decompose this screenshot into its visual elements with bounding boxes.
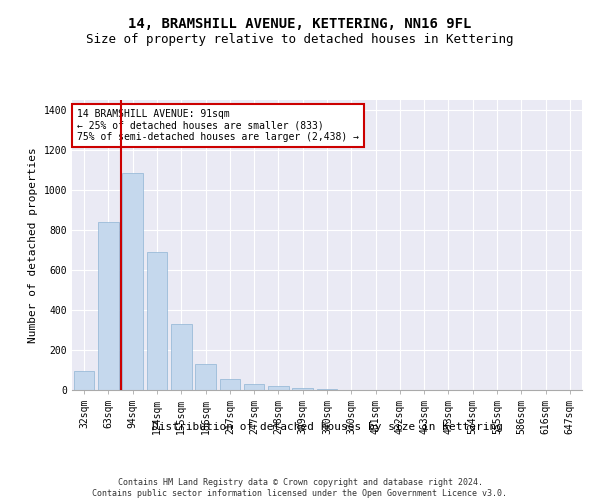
Text: 14 BRAMSHILL AVENUE: 91sqm
← 25% of detached houses are smaller (833)
75% of sem: 14 BRAMSHILL AVENUE: 91sqm ← 25% of deta…: [77, 108, 359, 142]
Bar: [122, 173, 143, 390]
Bar: [74, 371, 94, 390]
Text: Size of property relative to detached houses in Kettering: Size of property relative to detached ho…: [86, 32, 514, 46]
Bar: [317, 389, 337, 390]
Bar: [195, 364, 216, 390]
Bar: [244, 384, 265, 390]
Bar: [220, 379, 240, 390]
Bar: [98, 222, 119, 390]
Y-axis label: Number of detached properties: Number of detached properties: [28, 147, 38, 343]
Text: Distribution of detached houses by size in Kettering: Distribution of detached houses by size …: [151, 422, 503, 432]
Text: Contains HM Land Registry data © Crown copyright and database right 2024.
Contai: Contains HM Land Registry data © Crown c…: [92, 478, 508, 498]
Bar: [292, 388, 313, 390]
Text: 14, BRAMSHILL AVENUE, KETTERING, NN16 9FL: 14, BRAMSHILL AVENUE, KETTERING, NN16 9F…: [128, 18, 472, 32]
Bar: [146, 252, 167, 390]
Bar: [268, 386, 289, 390]
Bar: [171, 324, 191, 390]
